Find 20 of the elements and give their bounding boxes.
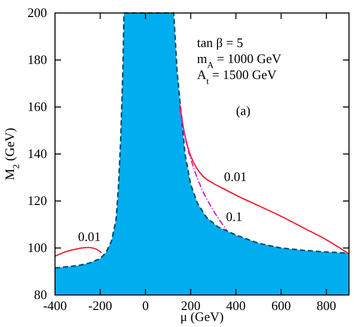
annotation: (a) [236, 103, 250, 118]
line-series [179, 104, 350, 255]
y-tick-label: 100 [28, 240, 47, 256]
line-series [54, 246, 102, 257]
annotation: A$_{t}$ = 1500 GeV [197, 67, 278, 86]
y-tick-label: 140 [28, 146, 47, 162]
annotation: tan β = 5 [197, 35, 244, 50]
x-tick-label: -200 [88, 298, 112, 314]
x-tick-label: 800 [316, 298, 336, 314]
y-tick-label: 160 [28, 99, 47, 114]
annotation: m$_{A}$ = 1000 GeV [197, 51, 282, 70]
annotation: 0.01 [224, 169, 247, 184]
x-tick-label: 0 [142, 298, 149, 314]
y-tick-label: 180 [28, 52, 47, 68]
y-tick-label: 120 [28, 193, 47, 208]
x-tick-label: 400 [226, 298, 246, 314]
annotation: 0.1 [226, 209, 242, 224]
x-tick-label: 600 [271, 298, 291, 314]
annotation: 0.01 [78, 229, 101, 244]
y-tick-label: 200 [28, 5, 47, 20]
